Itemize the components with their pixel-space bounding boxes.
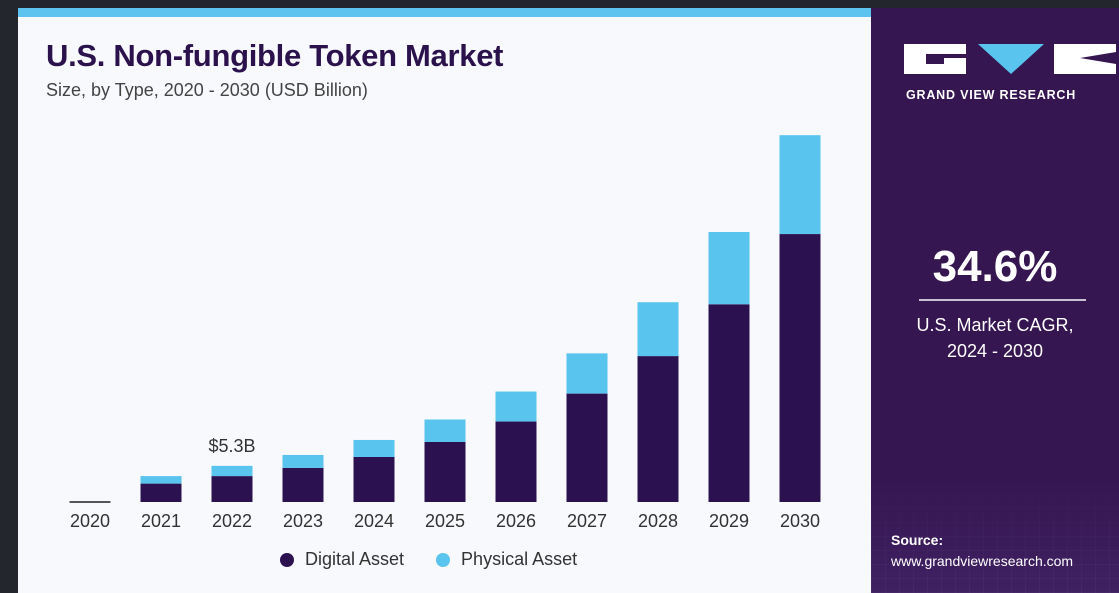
source-label: Source: [891, 532, 944, 548]
cagr-divider [919, 299, 1086, 301]
x-tick-label-2027: 2027 [567, 511, 607, 531]
bar-physical-2028 [637, 302, 679, 357]
bar-physical-2025 [424, 419, 466, 442]
bar-physical-2030 [779, 135, 821, 235]
legend-item-physical-asset: Physical Asset [436, 549, 577, 570]
bar-digital-2023 [282, 467, 324, 502]
data-label-2022: $5.3B [208, 436, 255, 456]
bar-digital-2024 [353, 457, 395, 502]
bar-physical-2021 [140, 476, 182, 484]
legend-swatch-physical-asset [436, 552, 451, 567]
bar-digital-2027 [566, 393, 608, 502]
bar-digital-2026 [495, 421, 537, 502]
x-tick-label-2025: 2025 [425, 511, 465, 531]
chart-card: U.S. Non-fungible Token Market Size, by … [18, 8, 1119, 593]
x-tick-label-2024: 2024 [354, 511, 394, 531]
chart-title: U.S. Non-fungible Token Market [46, 38, 504, 73]
accent-bar [18, 8, 871, 17]
bar-digital-2021 [140, 483, 182, 502]
chart-legend: Digital Asset Physical Asset [280, 549, 609, 570]
bar-digital-2030 [779, 234, 821, 502]
cagr-label-line-2: 2024 - 2030 [946, 341, 1044, 361]
x-tick-label-2029: 2029 [709, 511, 749, 531]
bar-physical-2026 [495, 391, 537, 422]
bar-physical-2027 [566, 353, 608, 394]
x-tick-label-2028: 2028 [638, 511, 678, 531]
x-tick-label-2020: 2020 [70, 511, 110, 531]
bar-physical-2022 [211, 465, 253, 477]
legend-swatch-digital-asset [280, 552, 294, 567]
bar-physical-2024 [353, 439, 395, 457]
bar-digital-2029 [708, 304, 750, 502]
sidebar-panel: GRAND VIEW RESEARCH 34.6% U.S. Market CA… [871, 8, 1119, 593]
bar-chart: 2020 2021 2022 2023 2024 2025 2026 2027 2028 2029… [69, 135, 821, 531]
legend-label-physical-asset: Physical Asset [461, 549, 578, 569]
bar-digital-2028 [637, 356, 679, 502]
cagr-label: U.S. Market CAGR, 2024 - 2030 [871, 312, 1119, 364]
bar-digital-2025 [424, 442, 466, 502]
source-url[interactable]: www.grandviewresearch.com [891, 553, 1074, 569]
bar-digital-2022 [211, 476, 253, 502]
brand-name: GRAND VIEW RESEARCH [906, 88, 1077, 102]
sidebar-grid-decoration [871, 478, 1119, 593]
bar-physical-2029 [708, 232, 750, 305]
legend-item-digital-asset: Digital Asset [280, 549, 404, 570]
x-tick-label-2022: 2022 [212, 511, 252, 531]
bar-physical-2023 [282, 454, 324, 468]
chart-subtitle: Size, by Type, 2020 - 2030 (USD Billion) [46, 80, 368, 100]
x-tick-label-2026: 2026 [496, 511, 536, 531]
x-tick-label-2023: 2023 [283, 511, 323, 531]
x-tick-label-2021: 2021 [141, 511, 181, 531]
cagr-value: 34.6% [932, 242, 1058, 291]
cagr-label-line-1: U.S. Market CAGR, [916, 315, 1074, 335]
grand-view-research-logo [904, 44, 1116, 74]
legend-label-digital-asset: Digital Asset [305, 549, 405, 569]
x-tick-label-2030: 2030 [780, 511, 820, 531]
